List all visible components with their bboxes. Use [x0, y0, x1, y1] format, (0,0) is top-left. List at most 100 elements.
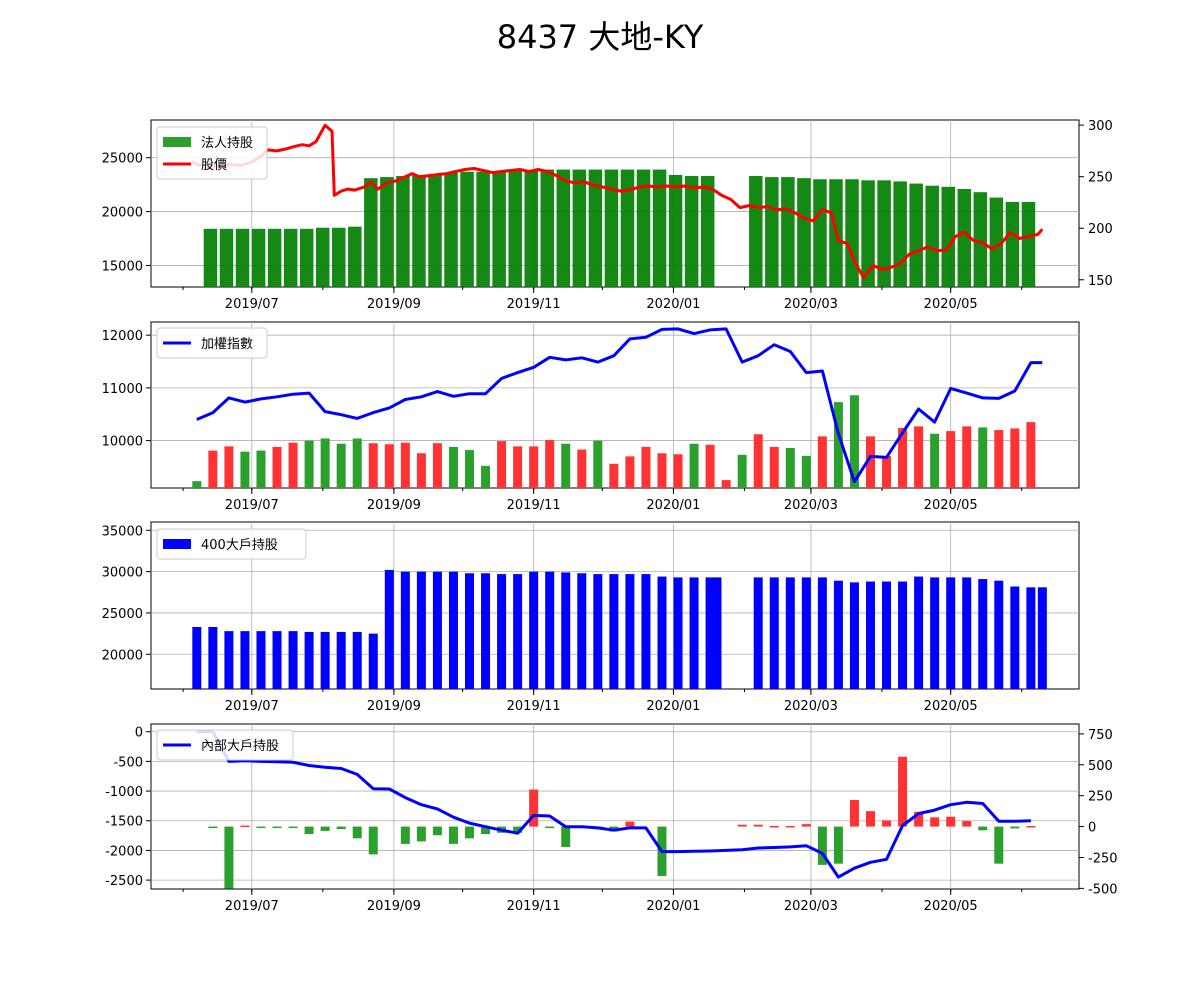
- holding-bar: [332, 227, 346, 287]
- insider-bar: [994, 826, 1004, 864]
- index-bar: [946, 431, 956, 488]
- insider-line: [196, 730, 1031, 879]
- holding-bar: [636, 169, 651, 287]
- holders-bar: [400, 571, 410, 689]
- x-tick-label: 2019/07: [225, 699, 279, 714]
- index-bar: [705, 444, 715, 488]
- index-bar: [898, 427, 908, 488]
- index-bar: [785, 447, 795, 488]
- holders-bar: [256, 631, 266, 689]
- holding-bar: [219, 228, 234, 287]
- holders-bar: [673, 577, 683, 689]
- holding-bar: [508, 170, 522, 287]
- holders-bar: [192, 626, 202, 689]
- holders-bar: [208, 626, 218, 689]
- x-tick-label: 2020/01: [646, 899, 700, 914]
- insider-bar: [769, 825, 779, 828]
- index-bar: [513, 446, 523, 488]
- x-tick-label: 2019/11: [507, 699, 561, 714]
- holders-bar: [946, 577, 956, 689]
- holders-bar: [930, 577, 940, 689]
- holders-bar: [898, 581, 908, 689]
- holders-bar: [849, 582, 859, 689]
- y-right-tick-label: 200: [1088, 222, 1113, 237]
- index-bar: [192, 481, 202, 488]
- index-bar: [481, 465, 491, 488]
- holders-bar: [769, 577, 779, 689]
- index-bar: [288, 442, 298, 488]
- insider-bar: [208, 826, 218, 829]
- x-tick-label: 2019/09: [367, 899, 421, 914]
- holders-bar: [432, 571, 442, 689]
- index-bar: [625, 456, 635, 488]
- x-tick-label: 2020/01: [646, 498, 700, 513]
- holding-bar: [973, 192, 988, 287]
- holding-bar: [877, 180, 891, 287]
- index-bar: [849, 395, 859, 488]
- holding-bar: [251, 228, 266, 287]
- index-bar: [577, 449, 587, 488]
- holders-bar: [481, 573, 491, 689]
- index-bar: [962, 426, 972, 488]
- x-tick-label: 2020/03: [784, 498, 838, 513]
- holders-bar: [1026, 587, 1036, 689]
- y-tick-label: -500: [113, 755, 143, 770]
- insider-bar: [545, 826, 555, 829]
- holding-bar: [396, 176, 410, 287]
- holders-bar: [593, 574, 603, 689]
- holding-bar: [412, 174, 426, 287]
- holders-bar: [641, 574, 651, 689]
- index-bar: [400, 442, 410, 488]
- y-right-tick-label: 500: [1088, 759, 1113, 774]
- index-bar: [336, 443, 346, 488]
- index-bar: [865, 436, 875, 488]
- index-bar: [817, 436, 827, 488]
- index-bar: [978, 427, 988, 488]
- holding-bar: [668, 174, 683, 287]
- index-bar: [384, 444, 394, 488]
- price-line: [191, 123, 1044, 280]
- insider-bar: [529, 789, 539, 827]
- holders-bar: [914, 576, 924, 689]
- x-tick-label: 2020/01: [646, 699, 700, 714]
- holders-bar: [240, 631, 250, 689]
- x-tick-label: 2019/07: [225, 899, 279, 914]
- index-bar: [593, 440, 603, 488]
- holding-bar: [652, 169, 667, 287]
- insider-bar: [946, 816, 956, 827]
- holding-bar: [235, 228, 250, 287]
- index-bar: [464, 450, 474, 488]
- insider-bar: [481, 826, 491, 834]
- holding-bar: [203, 228, 218, 287]
- holders-bar: [513, 574, 523, 689]
- index-bar: [432, 443, 442, 488]
- y-right-tick-label: 250: [1088, 171, 1113, 186]
- holders-bar: [609, 574, 619, 689]
- holding-bar: [315, 227, 330, 287]
- holders-bar: [561, 572, 571, 689]
- insider-bar: [833, 826, 843, 864]
- y-tick-label: -2000: [105, 844, 143, 859]
- insider-bar: [849, 800, 859, 827]
- index-bar: [1010, 428, 1020, 488]
- legend-1-label: 法人持股: [201, 136, 253, 151]
- holding-bar: [893, 181, 907, 287]
- legend-2-label: 加權指數: [201, 337, 253, 352]
- insider-bar: [432, 826, 442, 836]
- holding-bar: [684, 176, 699, 287]
- holders-bar: [817, 577, 827, 689]
- holding-bar: [556, 169, 571, 287]
- insider-bar: [625, 821, 635, 827]
- holders-bar: [464, 573, 474, 689]
- holders-bar: [336, 631, 346, 689]
- x-tick-label: 2019/11: [507, 498, 561, 513]
- y-tick-label: 25000: [102, 152, 143, 167]
- holding-bar: [941, 186, 956, 287]
- insider-bar: [978, 826, 988, 831]
- holding-bar: [845, 179, 859, 287]
- holders-bar: [689, 577, 699, 689]
- x-tick-label: 2020/05: [924, 899, 978, 914]
- holders-bar: [978, 579, 988, 689]
- insider-bar: [753, 824, 763, 827]
